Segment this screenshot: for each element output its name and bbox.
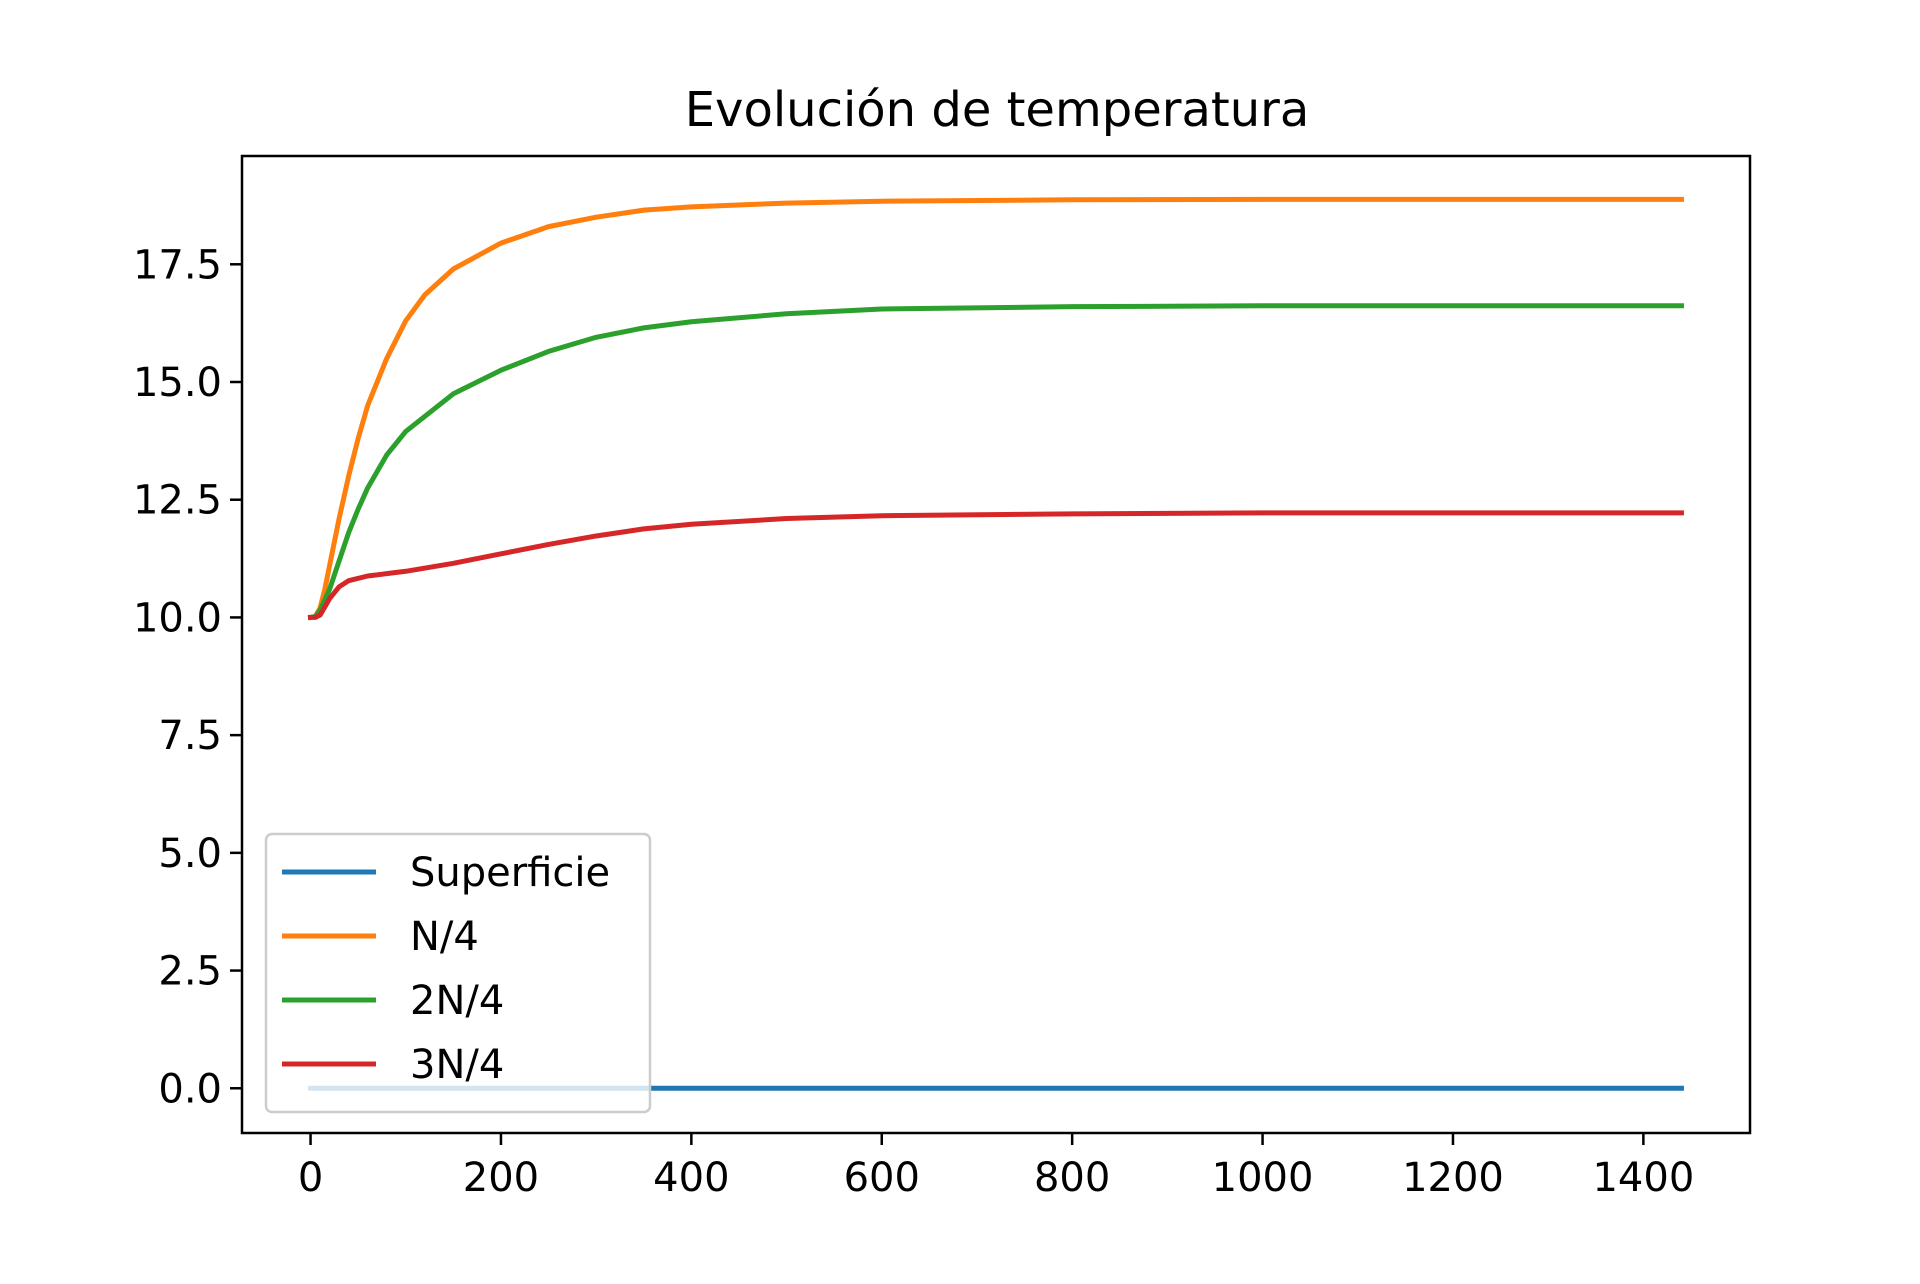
legend-label: 3N/4 <box>410 1042 504 1088</box>
series-line-2n-4 <box>307 303 1684 621</box>
y-tick-label: 15.0 <box>133 360 222 406</box>
legend-label: Superficie <box>410 850 610 896</box>
x-tick-label: 0 <box>298 1155 323 1201</box>
y-tick-label: 7.5 <box>158 713 222 759</box>
x-tick-label: 1400 <box>1592 1155 1694 1201</box>
axes-frame <box>240 154 1752 1135</box>
y-tick-label: 2.5 <box>158 949 222 995</box>
x-tick-label: 200 <box>463 1155 539 1201</box>
series-line-n-4 <box>307 196 1684 621</box>
y-tick-label: 12.5 <box>133 478 222 524</box>
x-tick-label: 800 <box>1034 1155 1110 1201</box>
legend: Superficie N/4 2N/4 3N/4 <box>264 832 652 1114</box>
series-line-3n-4 <box>308 510 1684 620</box>
plot-area: 0 200 400 600 800 1000 1200 1400 0.0 2.5 5.0 7.5 10.… <box>133 154 1752 1201</box>
legend-box <box>264 832 652 1114</box>
y-tick-label: 10.0 <box>133 595 222 641</box>
chart-title: Evolución de temperatura <box>685 82 1310 138</box>
y-tick-label: 5.0 <box>158 831 222 877</box>
legend-label: N/4 <box>410 914 479 960</box>
x-tick-label: 600 <box>844 1155 920 1201</box>
y-tick-label: 17.5 <box>133 242 222 288</box>
y-tick-label: 0.0 <box>158 1066 222 1112</box>
x-tick-label: 400 <box>653 1155 729 1201</box>
legend-label: 2N/4 <box>410 978 504 1024</box>
x-tick-label: 1000 <box>1212 1155 1314 1201</box>
x-tick-label: 1200 <box>1402 1155 1504 1201</box>
